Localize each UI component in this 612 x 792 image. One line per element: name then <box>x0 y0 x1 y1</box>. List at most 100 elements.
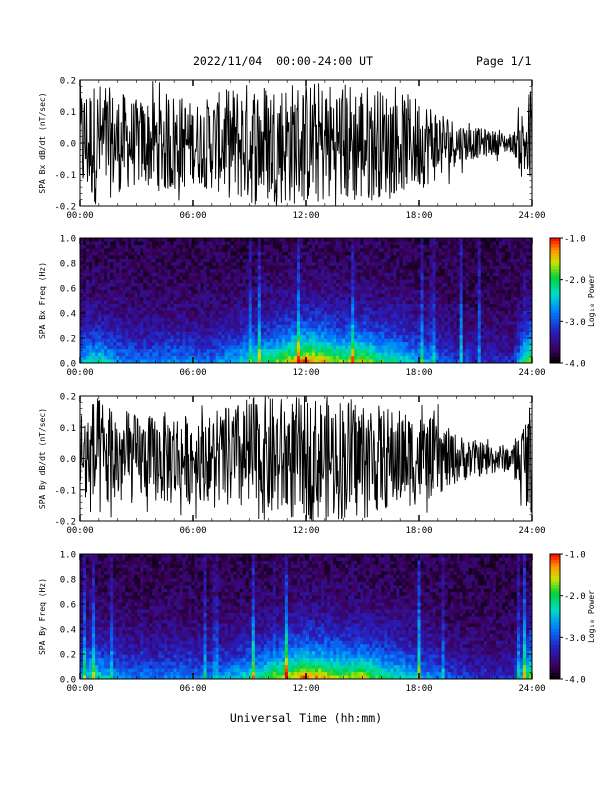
spectrogram-cell <box>453 321 458 326</box>
spectrogram-cell <box>194 276 198 281</box>
spectrogram-cell <box>215 244 220 249</box>
spectrogram-cell <box>429 283 433 288</box>
spectrogram-cell <box>324 279 328 284</box>
spectrogram-cell <box>107 272 111 277</box>
spectrogram-cell <box>245 286 250 291</box>
spectrogram-cell <box>287 307 292 312</box>
spectrogram-cell <box>453 328 458 333</box>
spectrogram-cell <box>200 356 204 360</box>
spectrogram-cell <box>281 331 286 336</box>
spectrogram-cell <box>429 314 433 319</box>
spectrogram-cell <box>275 244 280 249</box>
spectrogram-cell <box>315 276 319 281</box>
spectrogram-cell <box>417 297 421 301</box>
spectrogram-cell <box>194 324 198 329</box>
spectrogram-cell <box>357 359 361 364</box>
spectrogram-cell <box>321 248 325 253</box>
spectrogram-cell <box>360 314 364 319</box>
spectrogram-cell <box>393 352 397 357</box>
spectrogram-cell <box>80 324 84 329</box>
spectrogram-cell <box>215 251 220 256</box>
spectrogram-cell <box>480 293 485 298</box>
spectrogram-cell <box>369 269 373 274</box>
spectrogram-cell <box>134 262 138 267</box>
spectrogram-cell <box>176 307 180 312</box>
spectrogram-cell <box>227 300 232 305</box>
spectrogram-cell <box>149 345 153 350</box>
spectrogram-cell <box>176 238 180 242</box>
spectrogram-cell <box>435 251 439 256</box>
spectrogram-cell <box>396 300 400 305</box>
spectrogram-cell <box>471 307 476 312</box>
spectrogram-cell <box>299 255 304 260</box>
spectrogram-cell <box>110 307 114 312</box>
spectrogram-cell <box>306 345 310 350</box>
spectrogram-cell <box>287 345 292 350</box>
spectrogram-cell <box>89 349 93 353</box>
spectrogram-cell <box>414 310 418 315</box>
spectrogram-cell <box>161 300 165 305</box>
spectrogram-cell <box>405 262 409 267</box>
spectrogram-cell <box>191 286 195 291</box>
spectrogram-cell <box>242 300 247 305</box>
spectrogram-cell <box>477 328 482 333</box>
spectrogram-cell <box>248 317 253 322</box>
spectrogram-cell <box>375 303 379 308</box>
spectrogram-cell <box>209 331 213 336</box>
spectrogram-cell <box>284 359 289 364</box>
spectrogram-cell <box>161 331 165 336</box>
spectrogram-cell <box>110 269 114 274</box>
spectrogram-cell <box>281 317 286 322</box>
spectrogram-cell <box>345 345 349 350</box>
spectrogram-cell <box>369 238 373 242</box>
spectrogram-cell <box>134 251 138 256</box>
spectrogram-cell <box>260 265 265 270</box>
spectrogram-cell <box>188 321 192 326</box>
spectrogram-cell <box>218 297 223 301</box>
spectrogram-cell <box>281 352 286 357</box>
spectrogram-cell <box>140 290 144 294</box>
spectrogram-cell <box>122 331 126 336</box>
spectrogram-cell <box>128 328 132 333</box>
spectrogram-cell <box>432 248 436 253</box>
spectrogram-cell <box>242 321 247 326</box>
spectrogram-cell <box>95 238 99 242</box>
spectrogram-cell <box>86 297 90 301</box>
spectrogram-cell <box>254 241 259 246</box>
spectrogram-cell <box>333 310 337 315</box>
spectrogram-cell <box>200 314 204 319</box>
spectrogram-cell <box>450 244 455 249</box>
spectrogram-cell <box>167 331 171 336</box>
spectrogram-cell <box>290 303 295 308</box>
spectrogram-cell <box>480 272 485 277</box>
spectrogram-cell <box>230 265 235 270</box>
spectrogram-cell <box>185 258 189 263</box>
spectrogram-cell <box>333 359 337 364</box>
spectrogram-cell <box>104 303 108 308</box>
spectrogram-cell <box>447 331 452 336</box>
spectrogram-cell <box>360 328 364 333</box>
spectrogram-cell <box>330 276 334 281</box>
spectrogram-cell <box>459 269 464 274</box>
spectrogram-cell <box>390 269 394 274</box>
spectrogram-cell <box>402 324 406 329</box>
spectrogram-cell <box>149 238 153 242</box>
spectrogram-cell <box>438 258 442 263</box>
spectrogram-cell <box>462 238 467 242</box>
spectrogram-cell <box>263 265 268 270</box>
spectrogram-cell <box>441 293 446 298</box>
spectrogram-cell <box>176 321 180 326</box>
spectrogram-cell <box>372 307 376 312</box>
spectrogram-cell <box>465 272 470 277</box>
spectrogram-cell <box>366 286 370 291</box>
spectrogram-cell <box>483 290 488 294</box>
spectrogram-cell <box>131 286 135 291</box>
spectrogram-cell <box>176 262 180 267</box>
spectrogram-cell <box>221 269 226 274</box>
spectrogram-cell <box>134 335 138 340</box>
spectrogram-cell <box>345 317 349 322</box>
spectrogram-cell <box>92 255 96 260</box>
spectrogram-cell <box>278 269 283 274</box>
spectrogram-cell <box>227 335 232 340</box>
spectrogram-cell <box>426 297 430 301</box>
